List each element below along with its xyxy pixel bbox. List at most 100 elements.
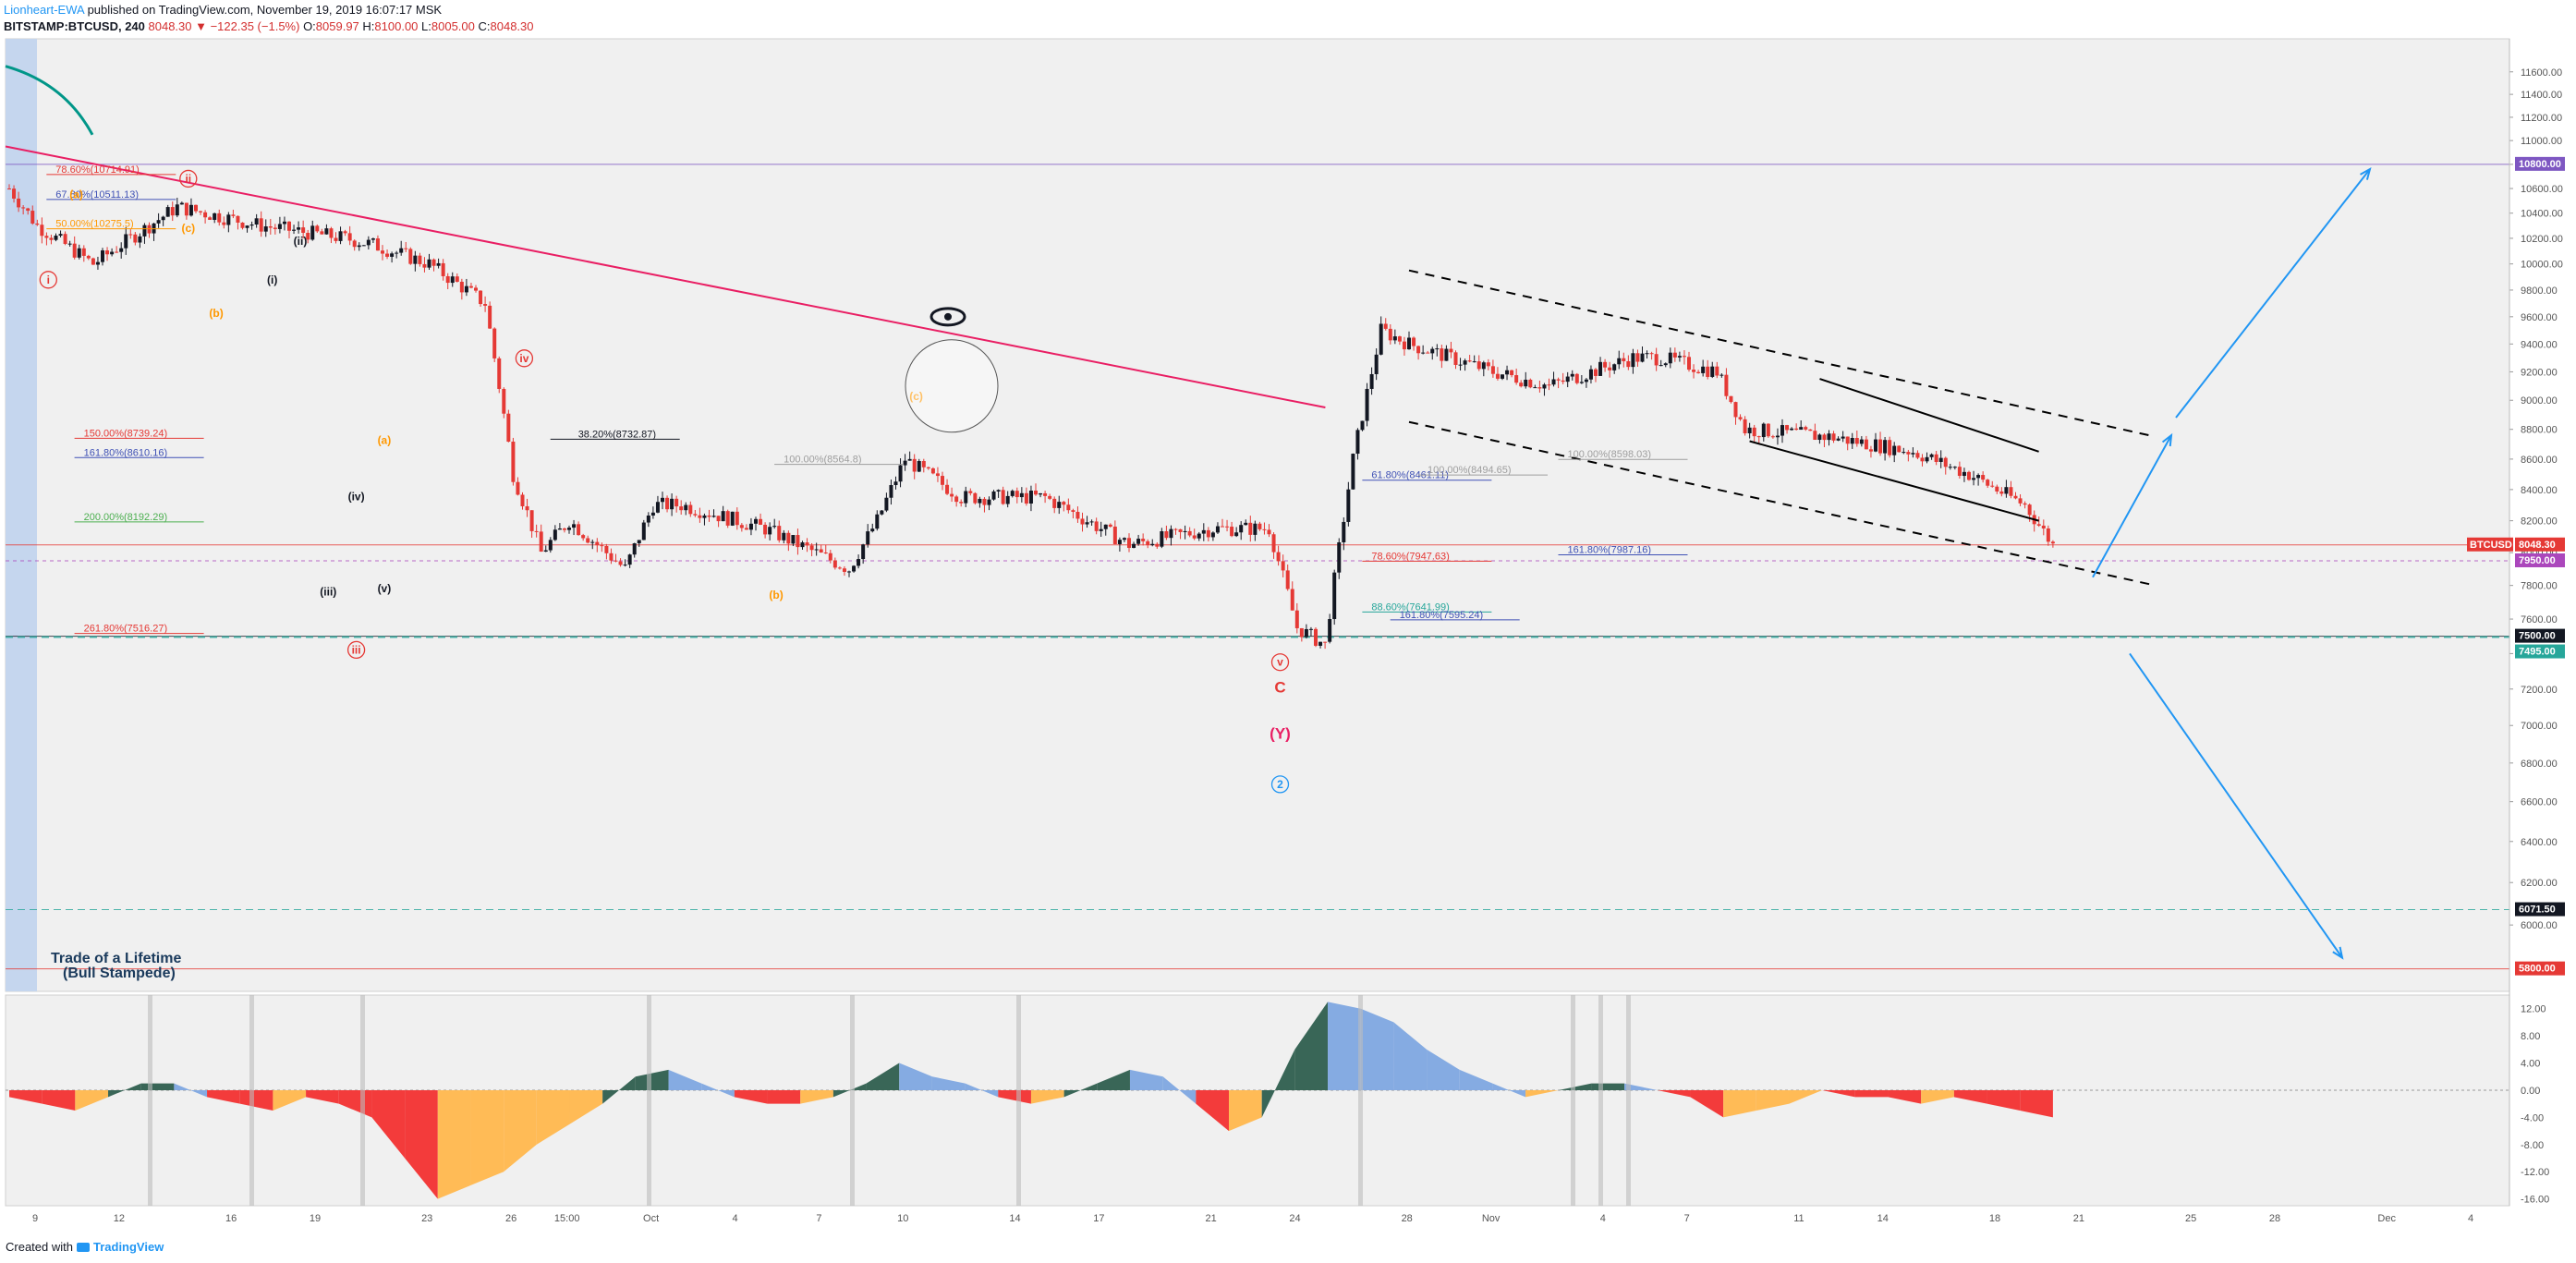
candle-body <box>1626 360 1631 368</box>
candle-body <box>1724 374 1729 396</box>
candle-body <box>852 565 857 572</box>
osc-area-segment <box>1196 1089 1230 1132</box>
osc-area-segment <box>1789 1089 1823 1104</box>
x-tick-label: 15:00 <box>554 1213 580 1224</box>
candle-body <box>702 515 707 518</box>
candle-body <box>791 535 796 544</box>
candle-body <box>468 285 473 288</box>
candle-body <box>1117 540 1122 544</box>
candle-body <box>1430 348 1435 354</box>
candle-body <box>1608 367 1612 370</box>
osc-area-segment <box>998 1089 1031 1104</box>
candle-body <box>1547 384 1551 386</box>
candle-body <box>77 248 81 258</box>
candle-body <box>1178 528 1183 532</box>
osc-area-segment <box>1921 1089 1954 1104</box>
candle-body <box>124 234 128 249</box>
price-pane[interactable]: 78.60%(10714.91) 67.80%(10511.13) 50.00%(1… <box>5 38 2510 992</box>
candle-body <box>1369 373 1374 389</box>
candle-body <box>1444 348 1449 361</box>
candle-body <box>1094 521 1099 531</box>
candle-body <box>1019 492 1024 498</box>
fib-level-label: 78.60%(10714.91) <box>55 164 140 176</box>
candle-body <box>534 530 539 532</box>
candle-body <box>1057 502 1062 508</box>
y-tick-label: 9200.00 <box>2521 367 2558 378</box>
candle-body <box>978 498 982 504</box>
osc-area-segment <box>866 1063 900 1090</box>
candle-body <box>1813 431 1817 441</box>
y-tick-label: 8400.00 <box>2521 485 2558 496</box>
osc-area-segment <box>536 1089 570 1145</box>
wave-circle <box>1270 775 1290 794</box>
candle-body <box>1654 354 1659 366</box>
x-tick-label: 7 <box>816 1213 821 1224</box>
candle-body <box>1164 531 1169 539</box>
candle-body <box>511 442 516 482</box>
candle-body <box>226 214 231 225</box>
fib-level-label: 100.00%(8598.03) <box>1568 449 1652 460</box>
osc-area-segment <box>1393 1022 1428 1090</box>
x-tick-label: 23 <box>421 1213 432 1224</box>
candle-body <box>572 524 577 528</box>
candle-body <box>371 238 375 240</box>
candle-body <box>832 560 837 568</box>
candle-body <box>315 225 320 232</box>
candle-body <box>2018 498 2023 504</box>
osc-tick-label: 0.00 <box>2521 1086 2540 1097</box>
fib-level-label: 161.80%(7595.24) <box>1400 610 1484 621</box>
candle-body <box>650 512 655 516</box>
candle-body <box>614 560 618 562</box>
candle-body <box>646 515 650 523</box>
candle-body <box>464 285 468 293</box>
candle-body <box>1244 522 1248 526</box>
candle-body <box>1085 522 1089 525</box>
candle-body <box>1005 495 1010 504</box>
candle-body <box>1467 360 1472 362</box>
candle-body <box>324 228 329 235</box>
x-tick-label: 16 <box>225 1213 237 1224</box>
candle-body <box>361 245 366 247</box>
wave-label: (a) <box>69 188 83 201</box>
candle-body <box>334 237 338 241</box>
candle-body <box>866 531 870 545</box>
candle-body <box>1999 491 2004 494</box>
candle-body <box>1043 492 1048 496</box>
wave-label: ii <box>185 172 191 185</box>
candle-body <box>1756 436 1761 438</box>
wave-label: (a) <box>378 434 392 447</box>
candle-body <box>1150 543 1155 546</box>
candle-body <box>1112 526 1117 544</box>
candle-body <box>520 494 525 506</box>
candle-body <box>595 541 600 546</box>
candle-body <box>1995 486 1999 492</box>
candle-body <box>1911 453 1915 455</box>
candle-body <box>1785 425 1790 431</box>
high-label: H: <box>358 19 375 33</box>
candle-body <box>194 204 198 212</box>
candle-body <box>1514 375 1519 383</box>
author-link[interactable]: Lionheart-EWA <box>4 3 84 17</box>
candle-body <box>609 553 614 561</box>
candle-body <box>1692 370 1696 372</box>
candle-body <box>1878 439 1883 454</box>
candle-body <box>842 568 846 572</box>
y-tick-label: 7000.00 <box>2521 721 2558 732</box>
candle-body <box>1799 427 1804 431</box>
candle-body <box>1617 358 1622 365</box>
fib-level-label: 161.80%(7987.16) <box>1568 544 1652 555</box>
x-tick-label: 12 <box>114 1213 125 1224</box>
candle-body <box>1775 435 1780 438</box>
candle-body <box>1108 524 1112 527</box>
oscillator-pane[interactable] <box>5 994 2510 1207</box>
wave-label: (iv) <box>348 491 365 504</box>
tradingview-brand[interactable]: TradingView <box>92 1240 164 1254</box>
candle-body <box>684 504 688 511</box>
candle-body <box>101 250 104 262</box>
candle-body <box>72 243 77 258</box>
candle-body <box>1929 454 1934 457</box>
candle-body <box>1859 439 1864 444</box>
osc-area-segment <box>174 1083 208 1098</box>
x-tick-label: 4 <box>1600 1213 1606 1224</box>
